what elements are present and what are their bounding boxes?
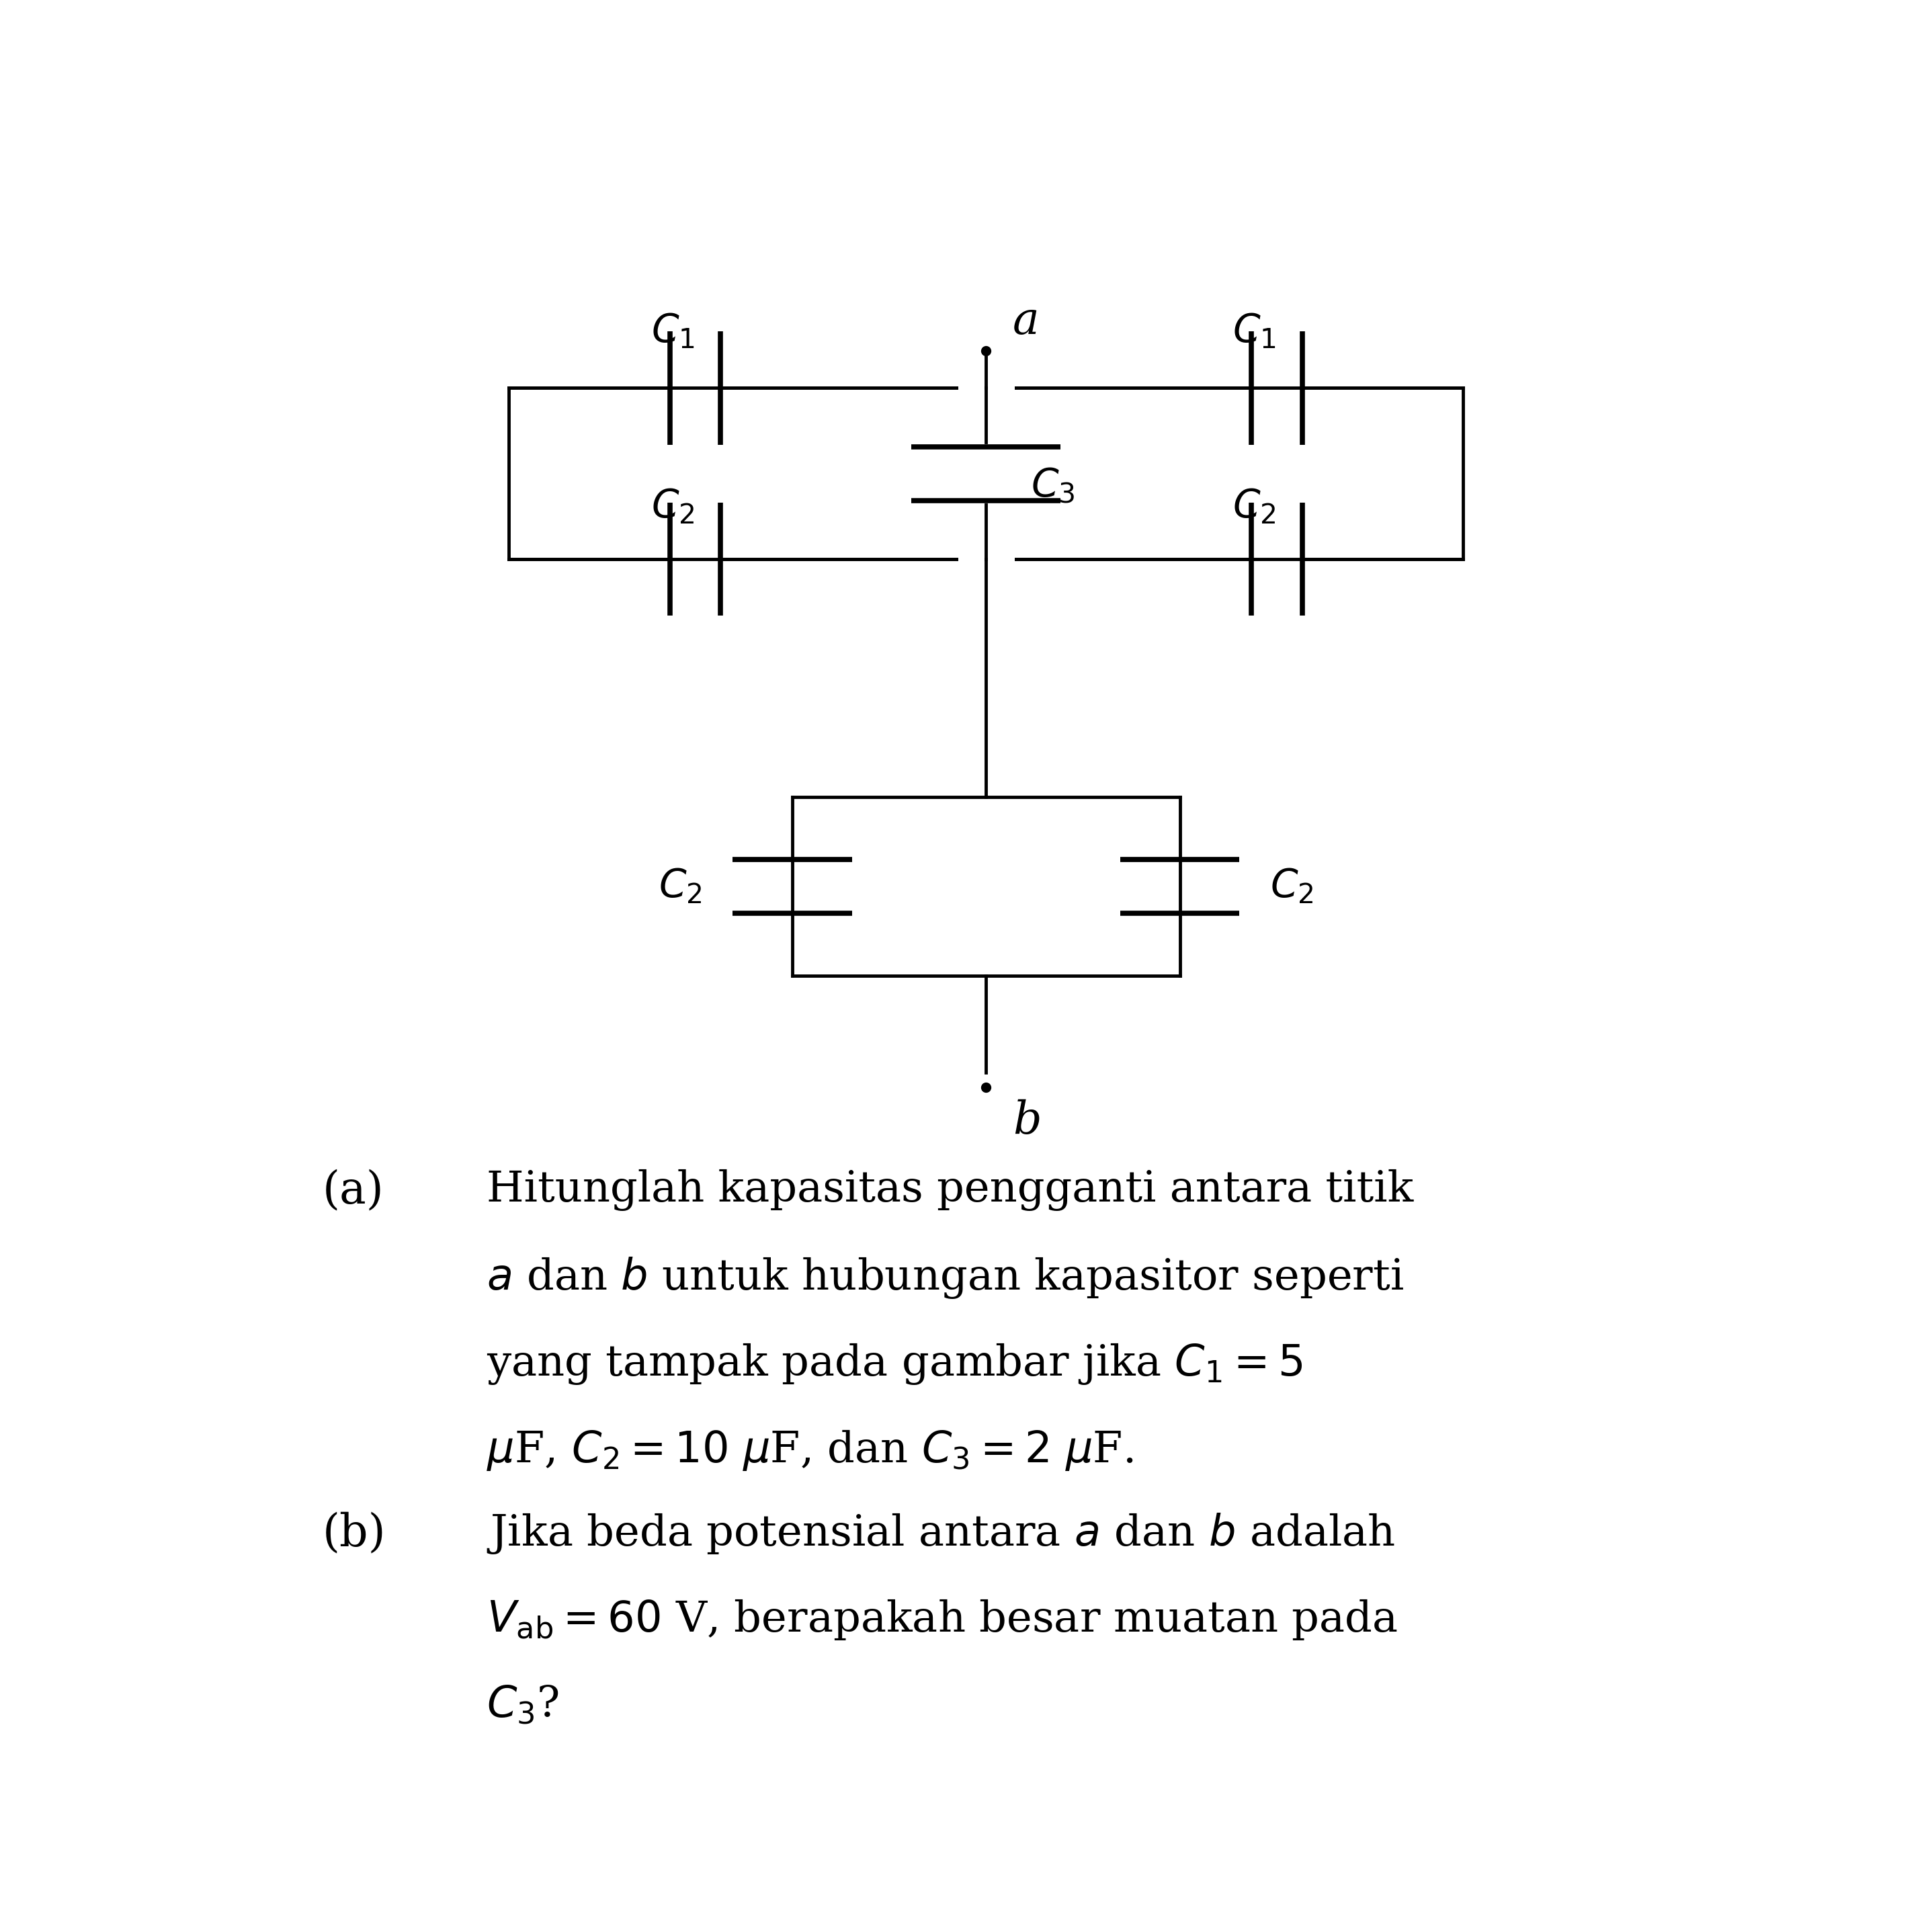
Text: $C_3$: $C_3$: [1031, 466, 1076, 504]
Text: Hitunglah kapasitas pengganti antara titik: Hitunglah kapasitas pengganti antara tit…: [487, 1169, 1414, 1211]
Text: $C_2$: $C_2$: [650, 487, 695, 526]
Text: $C_2$: $C_2$: [658, 867, 702, 906]
Text: yang tampak pada gambar jika $C_1 = 5$: yang tampak pada gambar jika $C_1 = 5$: [487, 1341, 1303, 1387]
Text: $C_2$: $C_2$: [1270, 867, 1314, 906]
Text: $V_{\mathrm{ab}} = 60$ V, berapakah besar muatan pada: $V_{\mathrm{ab}} = 60$ V, berapakah besa…: [487, 1598, 1397, 1642]
Text: $a$ dan $b$ untuk hubungan kapasitor seperti: $a$ dan $b$ untuk hubungan kapasitor sep…: [487, 1256, 1405, 1300]
Text: $C_1$: $C_1$: [650, 313, 695, 352]
Text: b: b: [1012, 1099, 1041, 1144]
Text: a: a: [1012, 299, 1039, 344]
Text: $C_3$?: $C_3$?: [487, 1685, 560, 1725]
Text: (b): (b): [323, 1511, 387, 1555]
Text: Jika beda potensial antara $a$ dan $b$ adalah: Jika beda potensial antara $a$ dan $b$ a…: [487, 1511, 1395, 1555]
Text: $\mu$F, $C_2 = 10$ $\mu$F, dan $C_3 = 2$ $\mu$F.: $\mu$F, $C_2 = 10$ $\mu$F, dan $C_3 = 2$…: [487, 1428, 1133, 1472]
Text: $C_2$: $C_2$: [1233, 487, 1276, 526]
Text: (a): (a): [323, 1169, 385, 1213]
Text: $C_1$: $C_1$: [1233, 313, 1276, 352]
